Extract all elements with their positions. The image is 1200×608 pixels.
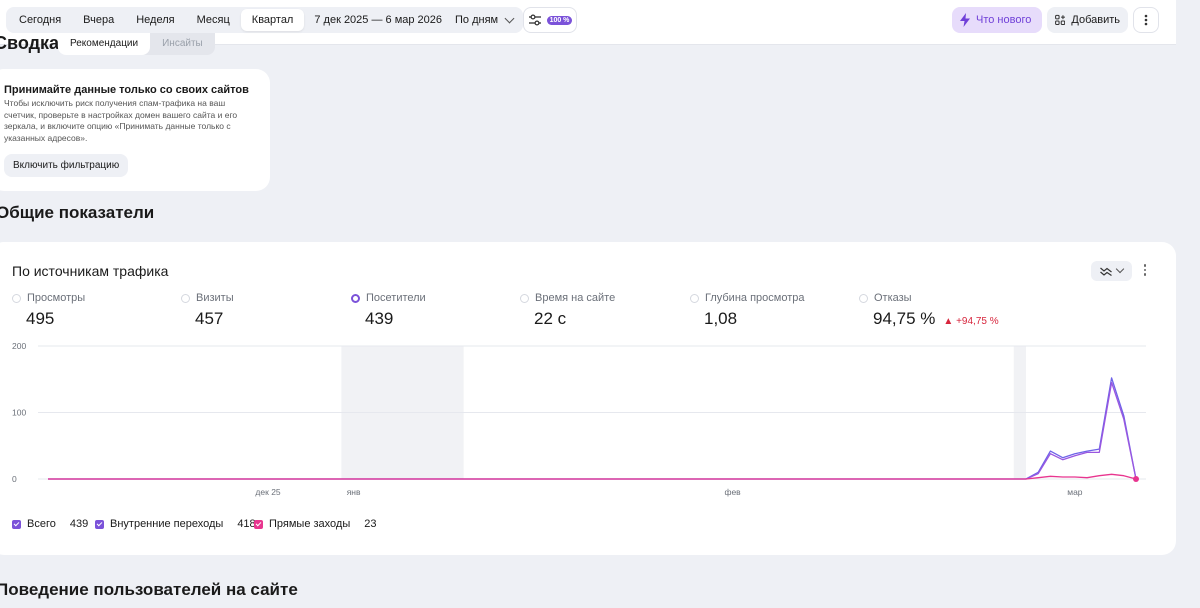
metric-visits[interactable]: Визиты 457: [181, 292, 234, 329]
metric-time-on-site[interactable]: Время на сайте 22 с: [520, 292, 615, 329]
metric-label: Просмотры: [27, 292, 86, 304]
series-point: [1133, 476, 1139, 482]
legend-label: Всего: [27, 518, 56, 530]
metric-label: Посетители: [366, 292, 426, 304]
x-tick-label: дек 25: [255, 487, 280, 497]
metric-bounce-rate[interactable]: Отказы 94,75 % ▲ +94,75 %: [859, 292, 999, 329]
period-quarter-button[interactable]: Квартал: [240, 9, 305, 31]
legend-item-internal[interactable]: Внутренние переходы 418: [95, 518, 256, 530]
legend-item-total[interactable]: Всего 439: [12, 518, 88, 530]
metric-page-depth[interactable]: Глубина просмотра 1,08: [690, 292, 804, 329]
series-line: [48, 377, 1137, 480]
sliders-icon: [528, 14, 541, 26]
whats-new-button[interactable]: Что нового: [952, 7, 1042, 33]
top-toolbar: Сегодня Вчера Неделя Месяц Квартал 7 дек…: [0, 0, 1176, 45]
chart-lines-icon: [1100, 267, 1112, 276]
more-vertical-icon: [1144, 14, 1148, 26]
legend-label: Внутренние переходы: [110, 518, 224, 530]
more-options-button[interactable]: [1133, 7, 1159, 33]
more-dot: [1143, 268, 1147, 271]
metric-label: Отказы: [874, 292, 912, 304]
date-range-label: 7 дек 2025 — 6 мар 2026: [314, 14, 443, 26]
metric-radio[interactable]: [181, 293, 190, 303]
add-button[interactable]: Добавить: [1047, 7, 1128, 33]
lightning-icon: [960, 13, 970, 27]
metric-value: 457: [195, 309, 224, 328]
x-tick-label: фев: [724, 487, 741, 497]
legend-checkbox[interactable]: [95, 519, 104, 529]
period-today-button[interactable]: Сегодня: [19, 14, 62, 26]
more-dot: [1143, 264, 1147, 267]
metric-label: Визиты: [196, 292, 234, 304]
metric-radio[interactable]: [520, 293, 529, 303]
y-tick-label: 100: [12, 408, 26, 418]
metric-label: Глубина просмотра: [705, 292, 805, 304]
x-tick-label: янв: [347, 487, 361, 497]
y-tick-label: 200: [12, 341, 26, 351]
series-line: [48, 473, 1137, 480]
tab-insights[interactable]: Инсайты: [162, 38, 203, 49]
section-title-general: Общие показатели: [0, 203, 155, 222]
metric-value: 439: [365, 309, 394, 328]
whats-new-label: Что нового: [976, 14, 1032, 26]
page-title: Сводка: [0, 33, 60, 53]
metric-value: 94,75 %: [873, 309, 936, 328]
metric-pageviews[interactable]: Просмотры 495: [12, 292, 85, 329]
more-dot: [1143, 273, 1147, 276]
up-triangle-icon: ▲: [943, 316, 954, 327]
x-tick-label: мар: [1067, 487, 1083, 497]
chart-type-dropdown[interactable]: [1091, 261, 1132, 281]
grouping-label: По дням: [455, 14, 499, 26]
delta-value: +94,75 %: [956, 316, 999, 327]
metric-visitors[interactable]: Посетители 439: [351, 292, 426, 329]
add-label: Добавить: [1071, 14, 1120, 26]
period-week-button[interactable]: Неделя: [136, 14, 175, 26]
metric-value: 22 с: [534, 309, 567, 328]
card-title: По источникам трафика: [12, 263, 169, 279]
legend-count: 23: [364, 518, 377, 530]
series-line: [48, 381, 1137, 480]
metric-delta: ▲ +94,75 %: [943, 316, 998, 327]
filters-button[interactable]: 100 %: [523, 7, 577, 33]
section-title-behavior: Поведение пользователей на сайте: [0, 580, 298, 599]
metric-value: 1,08: [704, 309, 738, 328]
summary-tabs: Рекомендации Инсайты: [58, 33, 215, 55]
tab-recommendations[interactable]: Рекомендации: [58, 33, 151, 55]
grouping-dropdown[interactable]: По дням: [445, 7, 524, 33]
legend-checkbox[interactable]: [12, 519, 21, 529]
legend-item-direct[interactable]: Прямые заходы 23: [254, 518, 377, 530]
legend-label: Прямые заходы: [269, 518, 351, 530]
metric-label: Время на сайте: [535, 292, 616, 304]
period-month-button[interactable]: Месяц: [196, 14, 230, 26]
metric-value: 495: [26, 309, 55, 328]
legend-count: 439: [69, 518, 89, 530]
spam-filter-alert-card: Принимайте данные только со своих сайтов…: [0, 69, 270, 191]
metric-radio[interactable]: [12, 293, 21, 303]
legend-checkbox[interactable]: [254, 519, 263, 529]
period-yesterday-button[interactable]: Вчера: [83, 14, 115, 26]
date-range-picker[interactable]: 7 дек 2025 — 6 мар 2026: [304, 9, 467, 31]
metric-radio[interactable]: [859, 293, 868, 303]
y-tick-label: 0: [12, 474, 17, 484]
metric-radio[interactable]: [690, 293, 699, 303]
traffic-sources-card: По источникам трафика Просмотры 495 Визи…: [0, 242, 1176, 555]
alert-text: Чтобы исключить риск получения спам-траф…: [4, 98, 238, 143]
card-more-button[interactable]: [1140, 264, 1150, 280]
period-selector: Сегодня Вчера Неделя Месяц Квартал 7 дек…: [6, 7, 470, 33]
chevron-down-icon: [504, 13, 515, 23]
widgets-icon: [1055, 14, 1066, 26]
traffic-chart: 0 100 200 дек 25 янв фев мар: [12, 341, 1146, 497]
enable-filtering-button[interactable]: Включить фильтрацию: [4, 154, 129, 177]
alert-title: Принимайте данные только со своих сайтов: [4, 84, 249, 96]
legend-count: 418: [237, 518, 256, 530]
sampling-badge: 100 %: [546, 15, 573, 25]
metric-radio[interactable]: [351, 293, 360, 303]
